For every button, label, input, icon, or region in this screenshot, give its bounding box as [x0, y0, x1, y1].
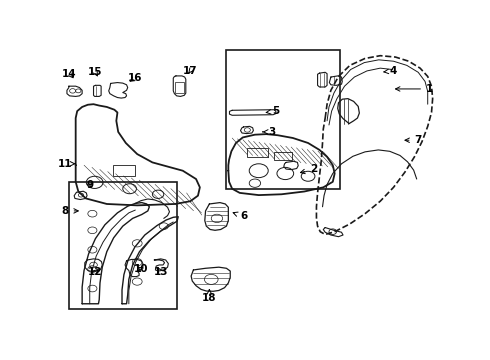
Bar: [113, 165, 135, 176]
Text: 12: 12: [88, 267, 103, 277]
Text: 13: 13: [153, 267, 168, 277]
Text: 8: 8: [61, 206, 78, 216]
Bar: [175, 82, 184, 93]
Text: 16: 16: [128, 73, 143, 83]
Text: 5: 5: [266, 106, 279, 116]
Text: 2: 2: [300, 164, 318, 174]
Bar: [274, 152, 292, 160]
Text: 3: 3: [263, 127, 276, 137]
Text: 11: 11: [58, 159, 75, 169]
Text: 18: 18: [202, 289, 217, 303]
Bar: [69, 182, 177, 309]
Text: 9: 9: [86, 180, 93, 190]
Text: 7: 7: [405, 135, 422, 145]
Bar: [247, 148, 268, 157]
Text: 14: 14: [62, 69, 77, 79]
Text: 10: 10: [134, 264, 148, 274]
Bar: [226, 50, 341, 189]
Text: 15: 15: [88, 67, 103, 77]
Text: 6: 6: [233, 211, 247, 221]
Text: 17: 17: [183, 66, 197, 76]
Text: 1: 1: [395, 84, 433, 94]
Text: 4: 4: [384, 66, 397, 76]
